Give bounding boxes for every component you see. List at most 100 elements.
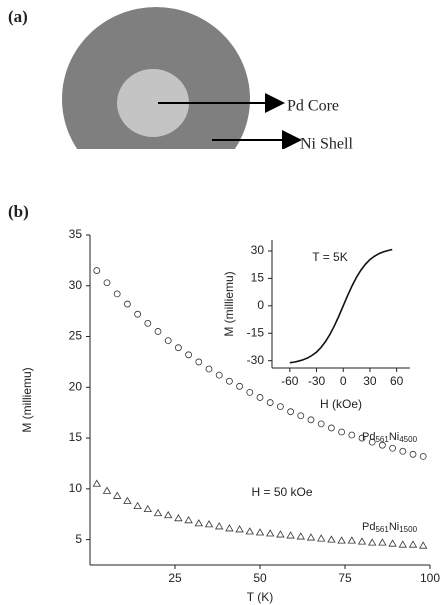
- data-point: [327, 535, 336, 543]
- x-tick-label: 25: [168, 571, 182, 585]
- data-point: [113, 491, 122, 499]
- data-point: [266, 399, 274, 406]
- data-point: [378, 538, 387, 546]
- annotation: H = 50 kOe: [251, 485, 312, 499]
- core-label: Pd Core: [287, 98, 339, 115]
- data-point: [92, 479, 101, 487]
- y-tick-label: -30: [247, 353, 265, 367]
- data-point: [133, 501, 142, 510]
- data-point: [255, 528, 265, 536]
- data-point: [378, 441, 386, 449]
- data-point: [204, 520, 214, 528]
- data-point: [419, 541, 428, 549]
- y-tick-label: 15: [251, 271, 265, 285]
- data-point: [317, 534, 326, 542]
- data-point: [408, 540, 418, 548]
- y-tick-label: -15: [247, 325, 265, 339]
- data-point: [103, 279, 111, 287]
- x-tick-label: 100: [420, 571, 440, 585]
- y-tick-label: 30: [69, 278, 83, 292]
- x-tick-label: -30: [308, 374, 326, 388]
- data-point: [347, 536, 356, 544]
- data-point: [368, 438, 376, 446]
- x-tick-label: 30: [363, 374, 377, 388]
- y-axis-label: M (milliemu): [20, 367, 34, 432]
- data-point: [164, 510, 173, 519]
- data-point: [297, 412, 305, 420]
- y-tick-label: 15: [69, 430, 83, 444]
- y-tick-label: 10: [69, 481, 83, 495]
- data-point: [327, 424, 335, 432]
- series-label: Pd561Ni4500: [362, 431, 418, 444]
- data-point: [338, 428, 346, 436]
- core-shell-diagram: Pd Core Ni Shell: [62, 7, 353, 153]
- data-point: [245, 527, 254, 535]
- data-point: [225, 524, 234, 532]
- data-point: [124, 300, 131, 308]
- data-point: [174, 513, 183, 522]
- data-point: [225, 377, 233, 385]
- series-label: Pd561Ni1500: [362, 521, 418, 534]
- shell-label: Ni Shell: [300, 136, 353, 153]
- data-point: [286, 531, 295, 539]
- data-point: [194, 519, 203, 527]
- panel-label: (a): [8, 7, 28, 26]
- pd-core: [117, 69, 189, 137]
- data-point: [276, 403, 284, 411]
- data-point: [419, 452, 427, 460]
- data-point: [215, 522, 224, 530]
- x-axis-label: H (kOe): [320, 397, 362, 411]
- x-tick-label: 75: [338, 571, 352, 585]
- data-point: [368, 538, 377, 546]
- x-tick-label: -60: [281, 374, 299, 388]
- data-point: [134, 310, 142, 318]
- data-point: [389, 444, 397, 452]
- x-axis-label: T (K): [247, 590, 273, 604]
- data-point: [143, 504, 152, 513]
- data-point: [236, 382, 244, 390]
- data-point: [276, 530, 285, 538]
- inset-title: T = 5K: [312, 250, 347, 264]
- y-axis-label: M (milliemu): [222, 271, 236, 336]
- data-point: [306, 533, 316, 541]
- data-point: [409, 450, 417, 458]
- data-line: [289, 248, 393, 364]
- data-point: [113, 290, 121, 298]
- data-point: [153, 508, 163, 517]
- data-point: [256, 394, 264, 401]
- data-point: [144, 319, 152, 327]
- y-tick-label: 20: [69, 379, 83, 393]
- data-point: [337, 536, 346, 544]
- data-point: [399, 447, 407, 455]
- data-point: [205, 365, 213, 373]
- data-point: [348, 431, 356, 439]
- data-point: [357, 537, 367, 545]
- data-point: [317, 420, 325, 428]
- data-point: [102, 486, 112, 494]
- y-tick-label: 0: [257, 298, 264, 312]
- data-point: [398, 540, 407, 548]
- data-point: [266, 529, 275, 537]
- data-point: [174, 344, 182, 352]
- data-point: [307, 416, 315, 424]
- data-point: [287, 408, 295, 416]
- x-tick-label: 50: [253, 571, 267, 585]
- data-point: [154, 328, 162, 335]
- y-tick-label: 35: [69, 227, 83, 241]
- data-point: [185, 351, 193, 359]
- data-point: [195, 358, 203, 366]
- data-point: [215, 371, 223, 379]
- data-point: [296, 532, 305, 540]
- data-point: [93, 267, 101, 274]
- data-point: [388, 539, 397, 547]
- y-tick-label: 25: [69, 329, 83, 343]
- panel-label: (b): [8, 202, 29, 221]
- data-point: [164, 337, 172, 345]
- y-tick-label: 5: [75, 532, 82, 546]
- x-tick-label: 60: [390, 374, 404, 388]
- y-tick-label: 30: [251, 243, 265, 257]
- data-point: [123, 496, 132, 504]
- data-point: [246, 388, 254, 396]
